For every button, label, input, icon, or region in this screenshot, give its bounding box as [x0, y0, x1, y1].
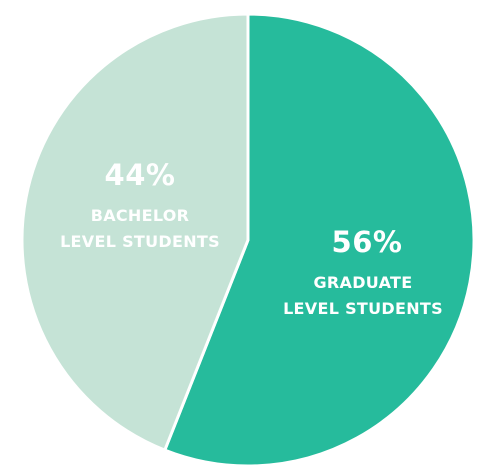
pie-slices: [20, 12, 476, 468]
graduate-label-line2: LEVEL STUDENTS: [283, 299, 443, 318]
bachelor-percent-label: 44%: [105, 158, 176, 192]
pie-slice-graduate: [163, 12, 476, 468]
bachelor-label-line1: BACHELOR: [91, 206, 190, 225]
slice-label-graduate: 56% GRADUATE LEVEL STUDENTS: [283, 225, 443, 318]
slice-label-bachelor: 44% BACHELOR LEVEL STUDENTS: [60, 158, 220, 251]
pie-slice-bachelor: [20, 12, 250, 452]
graduate-percent-label: 56%: [332, 225, 403, 259]
graduate-label-line1: GRADUATE: [313, 273, 412, 292]
bachelor-label-line2: LEVEL STUDENTS: [60, 232, 220, 251]
